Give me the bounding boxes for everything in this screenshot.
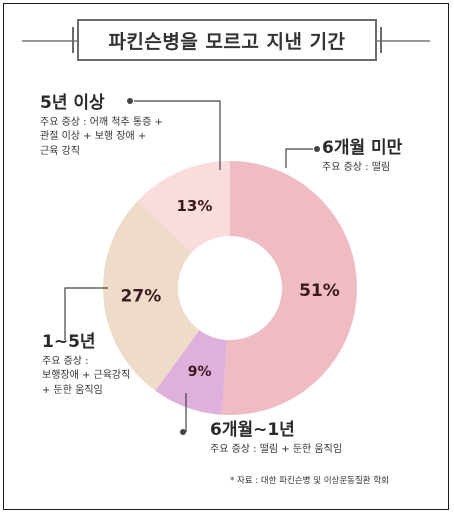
- chart-title: 파킨슨병을 모르고 지낸 기간: [108, 30, 346, 53]
- title-box: 파킨슨병을 모르고 지낸 기간: [72, 19, 382, 61]
- leader-line-6m: [285, 148, 313, 168]
- annotation-under-6-months: 6개월 미만 주요 증상 : 떨림: [322, 136, 402, 175]
- annotation-under-6-months-line-1: 주요 증상 : 떨림: [322, 161, 391, 173]
- slice-5-years-plus: [137, 161, 230, 253]
- leader-dot-6mto1y: [180, 429, 186, 435]
- slice-6-months-to-1-year: [155, 330, 227, 415]
- slice-under-6-months-label: 51%: [299, 281, 340, 301]
- annotation-1-to-5-years-line-1: 주요 증상 :: [42, 355, 89, 367]
- annotation-1-to-5-years-line-2: 보행장애 + 근육강직: [42, 370, 131, 382]
- slice-under-6-months: [222, 161, 358, 415]
- slice-5-years-plus-label: 13%: [177, 197, 213, 215]
- annotation-5-years-plus-line-1: 주요 증상 : 어깨 척추 통증 +: [40, 116, 163, 128]
- slice-1-to-5-years-label: 27%: [121, 286, 162, 306]
- annotation-1-to-5-years-line-3: + 둔한 움직임: [42, 384, 103, 396]
- annotation-under-6-months-title: 6개월 미만: [322, 138, 403, 158]
- annotation-5-years-plus-line-2: 관절 이상 + 보행 장애 +: [40, 131, 147, 143]
- leader-dot-5y: [127, 98, 133, 104]
- annotation-6-months-to-1-year-title: 6개월~1년: [210, 420, 295, 440]
- annotation-6-months-to-1-year-line-1: 주요 증상 : 떨림 + 둔한 움직임: [210, 443, 343, 455]
- annotation-6-months-to-1-year: 6개월~1년 주요 증상 : 떨림 + 둔한 움직임: [210, 418, 342, 457]
- slice-1-to-5-years: [103, 201, 200, 391]
- annotation-1-to-5-years-title: 1~5년: [42, 332, 96, 352]
- annotation-5-years-plus: 5년 이상 주요 증상 : 어깨 척추 통증 + 관절 이상 + 보행 장애 +…: [40, 91, 163, 159]
- annotation-5-years-plus-line-3: 근육 강직: [40, 145, 80, 157]
- leader-line-1to5: [64, 287, 108, 340]
- infographic-frame: [3, 3, 449, 510]
- annotation-1-to-5-years: 1~5년 주요 증상 : 보행장애 + 근육강직 + 둔한 움직임: [42, 330, 130, 398]
- slice-6-months-to-1-year-label: 9%: [188, 364, 212, 380]
- leader-dot-6m: [314, 146, 320, 152]
- leader-line-5y: [134, 100, 221, 170]
- source-note: * 자료 : 대한 파킨슨병 및 이상운동질환 학회: [230, 476, 389, 486]
- annotation-5-years-plus-title: 5년 이상: [40, 93, 105, 113]
